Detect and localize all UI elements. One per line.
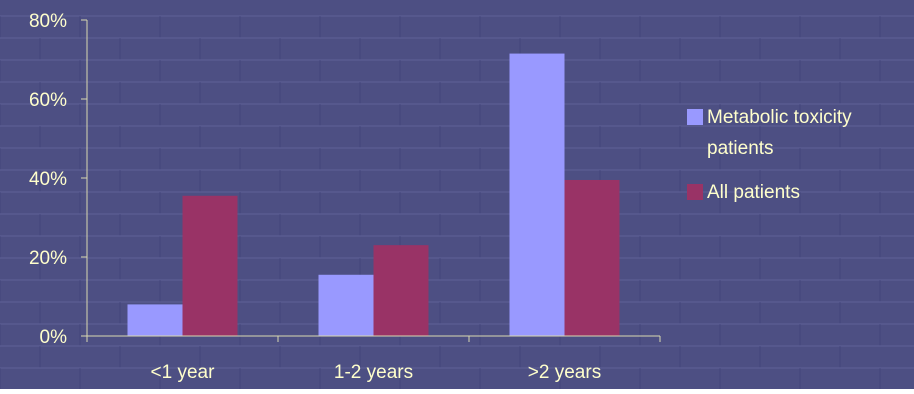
x-tick-label: >2 years bbox=[528, 362, 601, 383]
legend: Metabolic toxicity patients All patients bbox=[687, 107, 852, 203]
legend-label-0-0: Metabolic toxicity bbox=[707, 107, 852, 128]
y-tick-label: 40% bbox=[29, 169, 67, 190]
legend-swatch-1 bbox=[687, 184, 703, 200]
bar-all-2 bbox=[564, 179, 620, 336]
axes-group bbox=[81, 19, 661, 342]
legend-label-1-0: All patients bbox=[707, 182, 800, 203]
x-tick-label: <1 year bbox=[151, 362, 216, 383]
bar-metabolic-0 bbox=[127, 304, 183, 336]
legend-label-0-1: patients bbox=[707, 138, 774, 159]
x-tick-label: 1-2 years bbox=[334, 362, 413, 383]
bar-all-1 bbox=[373, 245, 429, 336]
bar-metabolic-2 bbox=[509, 53, 565, 336]
y-tick-labels: 0% 20% 40% 60% 80% bbox=[29, 11, 67, 348]
y-tick-label: 0% bbox=[40, 327, 68, 348]
y-tick-label: 20% bbox=[29, 248, 67, 269]
y-tick-label: 60% bbox=[29, 90, 67, 111]
bar-metabolic-1 bbox=[318, 274, 374, 336]
legend-swatch-0 bbox=[687, 109, 703, 125]
x-tick-labels: <1 year 1-2 years >2 years bbox=[151, 362, 602, 383]
bars-group bbox=[127, 53, 620, 336]
bar-all-0 bbox=[182, 195, 238, 336]
y-tick-label: 80% bbox=[29, 11, 67, 32]
